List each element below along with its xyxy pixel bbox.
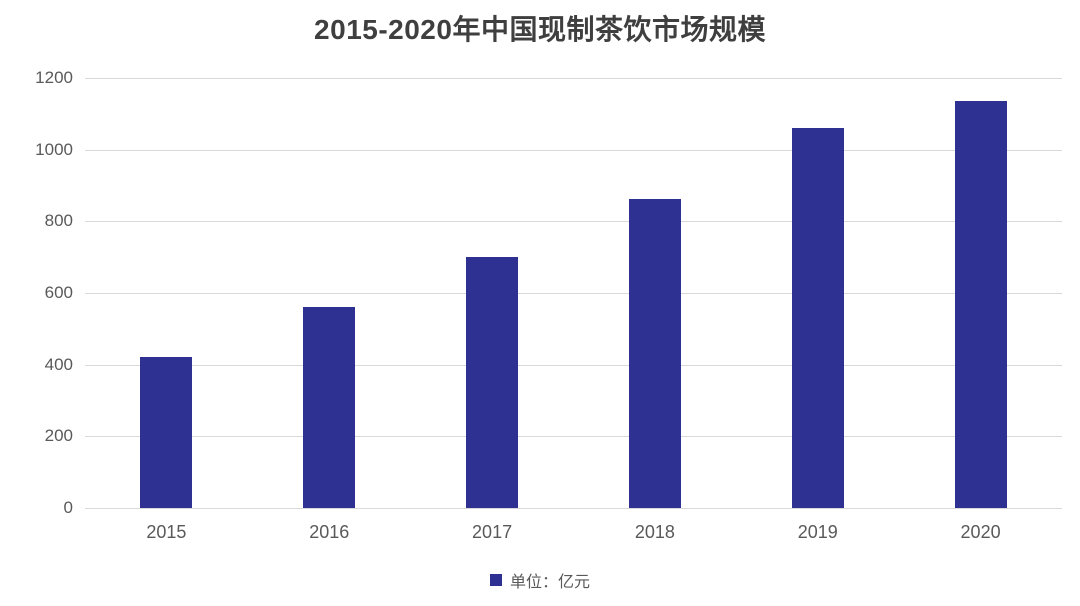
- legend-label: 单位：亿元: [509, 574, 590, 591]
- chart-title: 2015-2020年中国现制茶饮市场规模: [314, 14, 766, 45]
- legend-swatch-icon: [489, 574, 502, 586]
- y-tick-label: 1200: [35, 68, 73, 87]
- gridline: [85, 221, 1062, 223]
- bar-2019: [791, 128, 844, 508]
- bar-2020: [954, 100, 1007, 508]
- y-tick-label: 1000: [35, 139, 73, 159]
- gridline: [85, 149, 1062, 151]
- y-tick-label: 400: [44, 354, 73, 374]
- x-tick-label: 2020: [960, 522, 1001, 542]
- gridline: [85, 364, 1062, 366]
- x-tick-label: 2015: [146, 522, 187, 542]
- y-tick-label: 600: [44, 283, 73, 302]
- bar-2015: [140, 356, 193, 508]
- x-tick-label: 2017: [472, 522, 513, 542]
- bar-2017: [466, 257, 519, 508]
- x-tick-label: 2016: [309, 522, 350, 542]
- x-tick-label: 2018: [634, 522, 675, 542]
- gridline: [85, 508, 1062, 509]
- x-tick-label: 2019: [797, 522, 838, 542]
- legend: 单位：亿元: [0, 568, 1080, 592]
- gridline: [85, 293, 1062, 294]
- y-tick-label: 200: [44, 426, 73, 446]
- y-tick-label: 0: [63, 498, 73, 517]
- bar-2018: [628, 199, 681, 508]
- y-tick-label: 800: [44, 211, 73, 231]
- gridline: [85, 78, 1062, 79]
- bar-2016: [303, 306, 356, 508]
- gridline: [85, 436, 1062, 438]
